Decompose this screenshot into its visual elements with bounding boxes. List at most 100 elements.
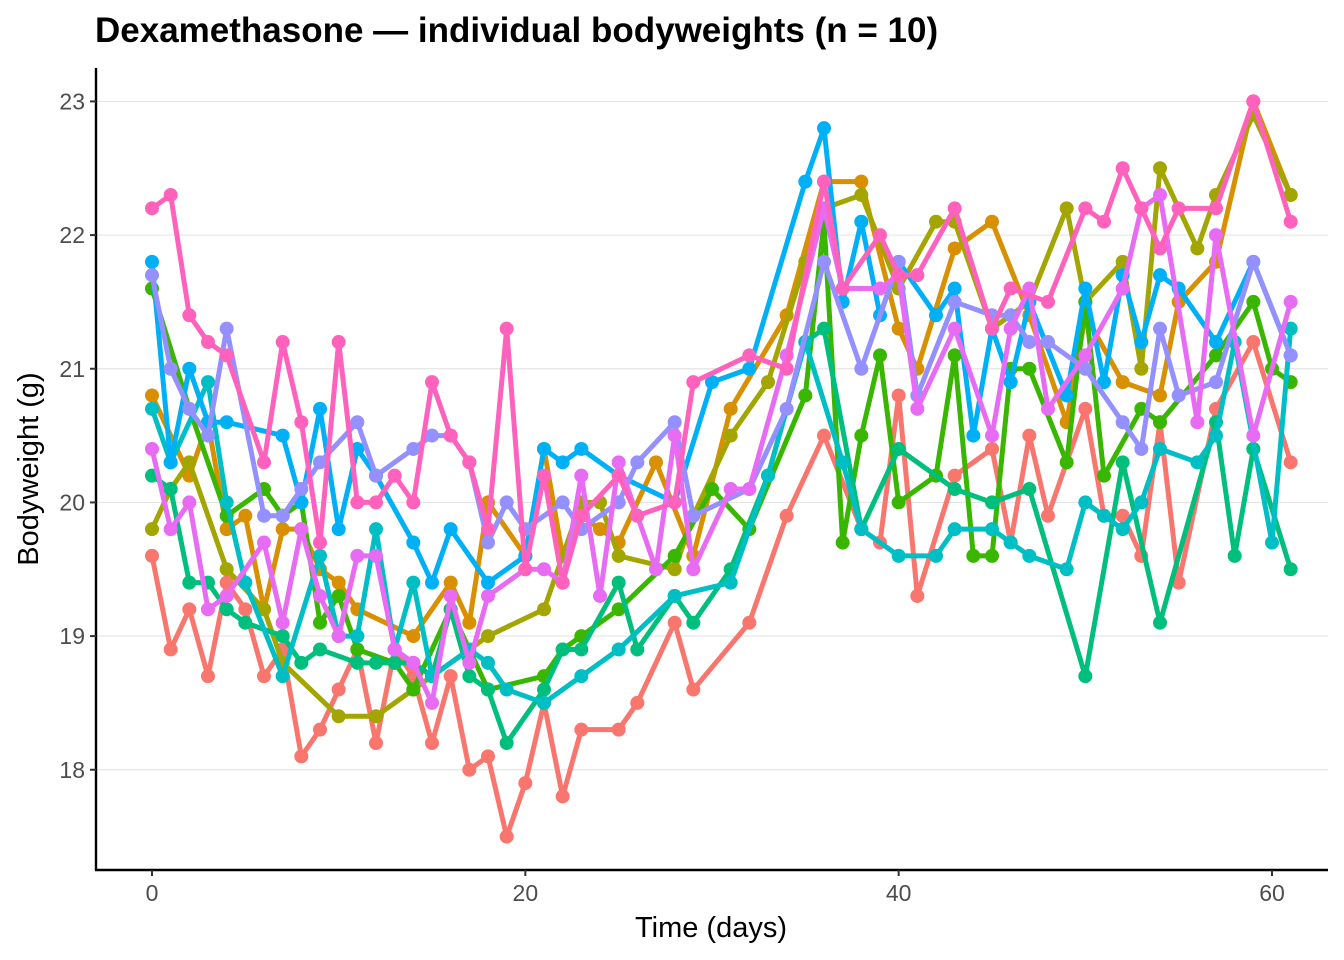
data-point bbox=[518, 776, 533, 791]
data-point bbox=[182, 401, 197, 416]
data-point bbox=[611, 548, 626, 563]
data-point bbox=[425, 375, 439, 390]
data-point bbox=[649, 562, 663, 577]
data-point bbox=[1190, 455, 1205, 470]
data-point bbox=[1134, 335, 1149, 350]
data-point bbox=[1134, 361, 1149, 376]
data-point bbox=[1209, 375, 1223, 390]
data-point bbox=[1246, 428, 1261, 443]
data-point bbox=[275, 522, 290, 537]
data-point bbox=[238, 508, 253, 523]
data-point bbox=[145, 441, 159, 456]
data-point bbox=[499, 495, 514, 510]
data-point bbox=[686, 682, 701, 697]
data-point bbox=[350, 548, 365, 563]
data-point bbox=[1171, 575, 1186, 590]
data-point bbox=[257, 669, 271, 684]
data-point bbox=[1115, 522, 1130, 537]
data-point bbox=[910, 401, 925, 416]
data-point bbox=[891, 388, 906, 403]
data-point bbox=[947, 281, 962, 296]
data-point bbox=[369, 709, 383, 724]
data-point bbox=[1153, 241, 1167, 256]
data-point bbox=[219, 562, 234, 577]
data-point bbox=[163, 187, 178, 202]
data-point bbox=[1115, 375, 1130, 390]
data-point bbox=[742, 361, 757, 376]
data-point bbox=[723, 575, 738, 590]
data-point bbox=[1003, 375, 1018, 390]
data-point bbox=[1003, 321, 1018, 336]
data-point bbox=[1209, 428, 1223, 443]
data-point bbox=[891, 321, 906, 336]
axes bbox=[94, 68, 1328, 872]
data-point bbox=[537, 602, 551, 617]
data-point bbox=[1059, 388, 1074, 403]
x-axis-title: Time (days) bbox=[635, 912, 787, 944]
data-point bbox=[686, 508, 701, 523]
data-point bbox=[219, 415, 234, 430]
data-point bbox=[481, 655, 495, 670]
data-point bbox=[705, 482, 719, 497]
data-point bbox=[667, 428, 682, 443]
data-point bbox=[574, 441, 589, 456]
data-point bbox=[537, 695, 551, 710]
data-point bbox=[555, 789, 570, 804]
data-point bbox=[611, 455, 626, 470]
data-point bbox=[443, 588, 458, 603]
y-tick-label: 18 bbox=[59, 757, 85, 783]
data-point bbox=[947, 522, 962, 537]
data-point bbox=[985, 214, 999, 229]
data-point bbox=[294, 495, 309, 510]
y-tick-label: 20 bbox=[59, 489, 85, 515]
data-point bbox=[219, 575, 234, 590]
data-point bbox=[201, 335, 215, 350]
data-point bbox=[667, 562, 682, 577]
data-point bbox=[1246, 294, 1261, 309]
data-point bbox=[537, 441, 551, 456]
data-point bbox=[947, 468, 962, 483]
data-point bbox=[574, 669, 589, 684]
data-point bbox=[1041, 508, 1055, 523]
data-point bbox=[929, 548, 943, 563]
data-point bbox=[1227, 548, 1242, 563]
data-point bbox=[854, 522, 869, 537]
data-point bbox=[145, 388, 159, 403]
data-point bbox=[257, 535, 271, 550]
data-point bbox=[481, 749, 495, 764]
data-point bbox=[947, 294, 962, 309]
data-point bbox=[1283, 348, 1298, 363]
data-point bbox=[1283, 214, 1298, 229]
data-point bbox=[593, 522, 607, 537]
data-point bbox=[985, 495, 999, 510]
data-point bbox=[1041, 335, 1055, 350]
data-point bbox=[891, 495, 906, 510]
data-point bbox=[1097, 375, 1111, 390]
data-point bbox=[1153, 441, 1167, 456]
data-point bbox=[667, 548, 682, 563]
data-point bbox=[1209, 335, 1223, 350]
x-tick-label: 40 bbox=[886, 880, 912, 906]
data-point bbox=[761, 468, 775, 483]
data-point bbox=[611, 722, 626, 737]
data-point bbox=[369, 495, 383, 510]
data-point bbox=[1078, 401, 1093, 416]
x-tick-label: 0 bbox=[146, 880, 159, 906]
data-point bbox=[257, 508, 271, 523]
data-point bbox=[201, 669, 215, 684]
x-tick-label: 20 bbox=[513, 880, 539, 906]
data-point bbox=[1283, 321, 1298, 336]
data-point bbox=[1171, 388, 1186, 403]
data-point bbox=[406, 495, 421, 510]
data-point bbox=[1078, 495, 1093, 510]
data-point bbox=[182, 575, 197, 590]
data-point bbox=[835, 535, 850, 550]
data-point bbox=[406, 441, 421, 456]
data-point bbox=[1022, 361, 1037, 376]
data-point bbox=[443, 575, 458, 590]
data-point bbox=[779, 401, 794, 416]
data-point bbox=[275, 335, 290, 350]
data-point bbox=[294, 655, 309, 670]
data-point bbox=[985, 548, 999, 563]
